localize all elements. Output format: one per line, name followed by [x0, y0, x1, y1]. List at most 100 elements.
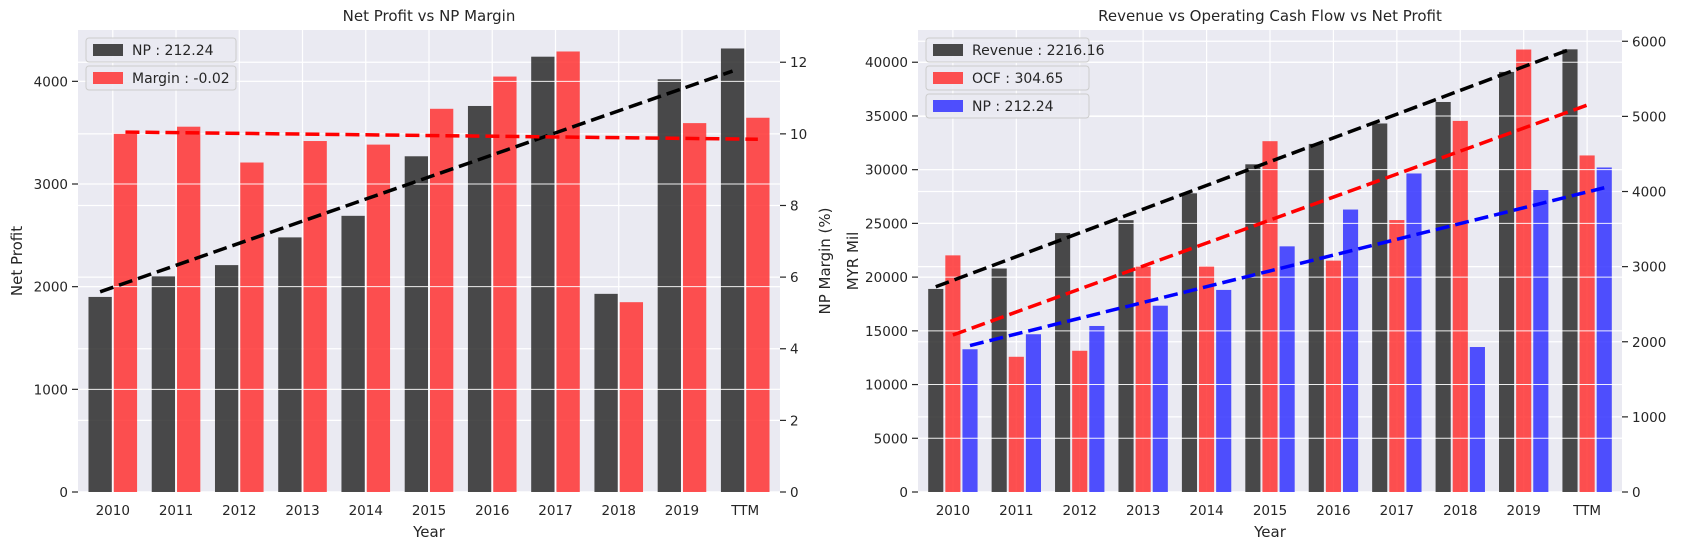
bar-np-2017: [1406, 173, 1422, 493]
legend-box: [85, 65, 237, 91]
bar-np-2012: [1089, 325, 1105, 492]
bar-revenue-2012: [1055, 233, 1071, 492]
trend-lines: [99, 69, 758, 294]
y2-tick-label: 5000: [1632, 109, 1666, 125]
trend-line-margin: [125, 130, 758, 141]
x-tick-label: 2011: [999, 503, 1033, 519]
bar-ocf-2014: [1199, 266, 1215, 492]
bar-np-2018: [1469, 347, 1485, 492]
y-tick-label: 20000: [865, 270, 908, 286]
bar-np-2011: [1025, 334, 1041, 492]
y-tick-label: 2000: [34, 280, 68, 296]
legend-box: [925, 93, 1090, 119]
bar-np-ttm: [720, 48, 745, 492]
bar-revenue-ttm: [1562, 49, 1578, 492]
bar-margin-2012: [240, 162, 264, 492]
y2-tick-label: 10: [790, 127, 807, 143]
x-tick-label: 2012: [1063, 503, 1097, 519]
y-tick-label: 10000: [865, 378, 908, 394]
y-tick-label: 5000: [874, 431, 908, 447]
bar-revenue-2010: [928, 288, 944, 492]
x-tick-label: 2019: [665, 503, 699, 519]
bars: [918, 49, 1622, 493]
legend-swatch: [93, 72, 123, 84]
bar-margin-2010: [113, 133, 138, 492]
y2-axis-label: NP Margin (%): [816, 208, 834, 315]
bar-np-2019: [657, 79, 681, 492]
x-tick-label: 2013: [285, 503, 319, 519]
y-tick-label: 0: [59, 485, 68, 501]
x-axis: 2010 2011 2012 2013 2014 2015 2016 2017 2018 2019…: [936, 503, 1601, 519]
bar-np-2015: [1279, 246, 1295, 492]
x-tick-label: 2010: [96, 503, 130, 519]
bar-np-2014: [341, 215, 365, 492]
x-tick-label: 2015: [1253, 503, 1287, 519]
bar-revenue-2011: [991, 268, 1007, 492]
legend-swatch: [93, 44, 123, 56]
y2-tick-label: 12: [790, 55, 807, 71]
y-tick-label: 40000: [865, 55, 908, 71]
y-axis-label: Net Profit: [8, 226, 26, 296]
bars: [78, 48, 780, 493]
bar-np-2017: [531, 56, 555, 493]
y2-tick-label: 4000: [1632, 185, 1666, 201]
chart-title: Net Profit vs NP Margin: [343, 7, 516, 25]
y-tick-label: 25000: [865, 216, 908, 232]
bar-margin-2013: [303, 141, 327, 492]
x-tick-label: TTM: [730, 503, 759, 519]
bar-margin-2017: [556, 51, 580, 492]
bar-margin-2011: [177, 126, 201, 492]
legend-swatch: [933, 72, 963, 84]
x-tick-label: 2017: [538, 503, 572, 519]
x-tick-label: 2017: [1380, 503, 1414, 519]
bar-np-2010: [88, 296, 112, 492]
bar-revenue-2013: [1118, 220, 1134, 492]
bar-np-2012: [214, 265, 239, 492]
bar-margin-2016: [493, 76, 517, 492]
bar-np-2010: [962, 349, 978, 492]
legend-label: Revenue : 2216.16: [972, 43, 1105, 59]
x-tick-label: 2018: [602, 503, 636, 519]
x-tick-label: 2018: [1443, 503, 1477, 519]
y2-tick-label: 4: [790, 342, 799, 358]
x-tick-label: 2016: [1316, 503, 1350, 519]
x-tick-label: 2013: [1126, 503, 1160, 519]
x-tick-label: 2016: [475, 503, 509, 519]
bar-ocf-2011: [1008, 356, 1024, 492]
x-tick-label: 2012: [222, 503, 256, 519]
trend-lines: [935, 47, 1605, 348]
bar-margin-ttm: [746, 117, 770, 492]
bar-revenue-2018: [1435, 101, 1451, 492]
x-axis-label: Year: [412, 523, 446, 541]
y2-tick-label: 0: [790, 485, 799, 501]
y-tick-label: 35000: [865, 109, 908, 125]
x-tick-label: 2014: [1189, 503, 1223, 519]
y-tick-label: 15000: [865, 324, 908, 340]
y2-tick-label: 2000: [1632, 335, 1666, 351]
legend: NP : 212.24 Margin : -0.02: [85, 37, 237, 91]
y2-tick-label: 2: [790, 413, 799, 429]
y-axis-left: 0 5000 10000 15000 20000 25000 30000 35000 40000: [865, 55, 918, 501]
bar-ocf-2010: [945, 255, 961, 492]
bar-ocf-2013: [1135, 266, 1151, 492]
bar-revenue-2016: [1308, 143, 1324, 492]
x-tick-label: 2014: [349, 503, 383, 519]
x-tick-label: 2010: [936, 503, 970, 519]
bar-np-2016: [467, 105, 492, 493]
legend-label: OCF : 304.65: [972, 71, 1063, 87]
y2-tick-label: 6000: [1632, 34, 1666, 50]
y-tick-label: 1000: [34, 382, 68, 398]
bar-np-2011: [151, 276, 176, 492]
y-axis-label: MYR Mil: [844, 232, 862, 291]
bar-revenue-2017: [1372, 123, 1388, 492]
bar-revenue-2014: [1181, 193, 1198, 492]
y-tick-label: 0: [899, 485, 908, 501]
bar-np-2018: [594, 293, 618, 492]
y2-tick-label: 1000: [1632, 410, 1666, 426]
bar-revenue-2019: [1499, 71, 1515, 492]
chart-revenue-vs-ocf-vs-np: 0500010000150002000025000300003500040000…: [844, 7, 1666, 541]
bar-np-2015: [404, 156, 428, 492]
bar-ocf-2015: [1262, 141, 1278, 492]
bar-margin-2018: [619, 302, 644, 492]
